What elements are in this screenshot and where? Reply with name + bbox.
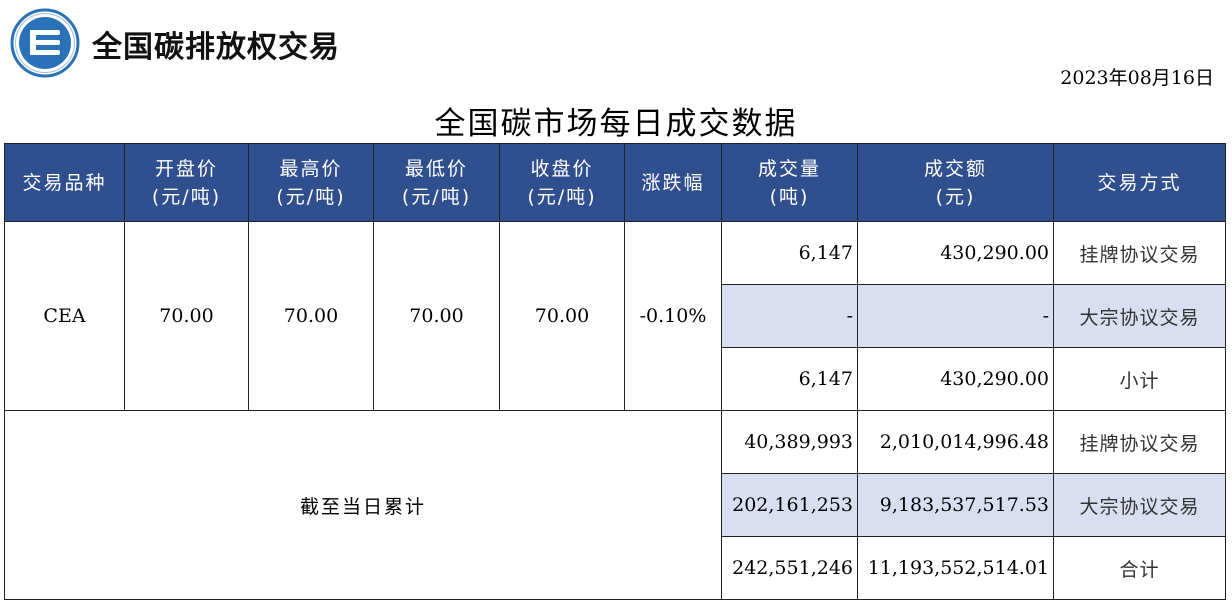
header-open: 开盘价 (元/吨) (124, 143, 249, 222)
volume-cell: 6,147 (721, 347, 858, 411)
mode-cell: 小计 (1053, 347, 1226, 411)
header-mode: 交易方式 (1053, 143, 1226, 222)
high-price-cell: 70.00 (248, 221, 374, 411)
table-row: 202,161,253 9,183,537,517.53 大宗协议交易 (5, 473, 1226, 537)
report-date: 2023年08月16日 (1060, 67, 1214, 89)
mode-cell: 合计 (1053, 536, 1226, 600)
header-low: 最低价 (元/吨) (373, 143, 500, 222)
logo-emblem-icon (10, 8, 80, 78)
table-row: 242,551,246 11,193,552,514.01 合计 (5, 536, 1226, 600)
mode-cell: 挂牌协议交易 (1053, 221, 1226, 285)
volume-cell: - (721, 284, 858, 348)
mode-cell: 挂牌协议交易 (1053, 410, 1226, 474)
amount-cell: 430,290.00 (857, 221, 1054, 285)
daily-trading-table: 交易品种 开盘价 (元/吨) 最高价 (元/吨) 最低价 (元/吨) 收盘价 (元/吨)… (4, 143, 1226, 600)
amount-cell: 430,290.00 (857, 347, 1054, 411)
amount-cell: 9,183,537,517.53 (857, 473, 1054, 537)
open-price-cell: 70.00 (124, 221, 249, 411)
table-row: 截至当日累计 40,389,993 2,010,014,996.48 挂牌协议交… (4, 410, 1226, 600)
table-header-row: 交易品种 开盘价 (元/吨) 最高价 (元/吨) 最低价 (元/吨) 收盘价 (元/吨)… (4, 143, 1226, 222)
table-row: 6,147 430,290.00 小计 (5, 347, 1226, 411)
header-volume: 成交量 (吨) (721, 143, 858, 222)
brand-name: 全国碳排放权交易 (92, 30, 340, 65)
cumulative-label: 截至当日累计 (4, 410, 722, 600)
volume-cell: 202,161,253 (721, 473, 858, 537)
volume-cell: 40,389,993 (721, 410, 858, 474)
volume-cell: 242,551,246 (721, 536, 858, 600)
mode-cell: 大宗协议交易 (1053, 284, 1226, 348)
header-close: 收盘价 (元/吨) (499, 143, 625, 222)
amount-cell: 2,010,014,996.48 (857, 410, 1054, 474)
header-amount: 成交额 (元) (857, 143, 1054, 222)
header-high: 最高价 (元/吨) (248, 143, 374, 222)
table-row: - - 大宗协议交易 (5, 284, 1226, 348)
change-cell: -0.10% (624, 221, 722, 411)
amount-cell: - (857, 284, 1054, 348)
volume-cell: 6,147 (721, 221, 858, 285)
low-price-cell: 70.00 (373, 221, 500, 411)
amount-cell: 11,193,552,514.01 (857, 536, 1054, 600)
header-change: 涨跌幅 (624, 143, 722, 222)
mode-cell: 大宗协议交易 (1053, 473, 1226, 537)
header-variety: 交易品种 (4, 143, 125, 222)
table-row: CEA 70.00 70.00 70.00 70.00 -0.10% 6,147… (4, 221, 1226, 411)
close-price-cell: 70.00 (499, 221, 625, 411)
page-title: 全国碳市场每日成交数据 (434, 106, 798, 142)
variety-cell: CEA (4, 221, 125, 411)
exchange-logo (10, 8, 80, 78)
